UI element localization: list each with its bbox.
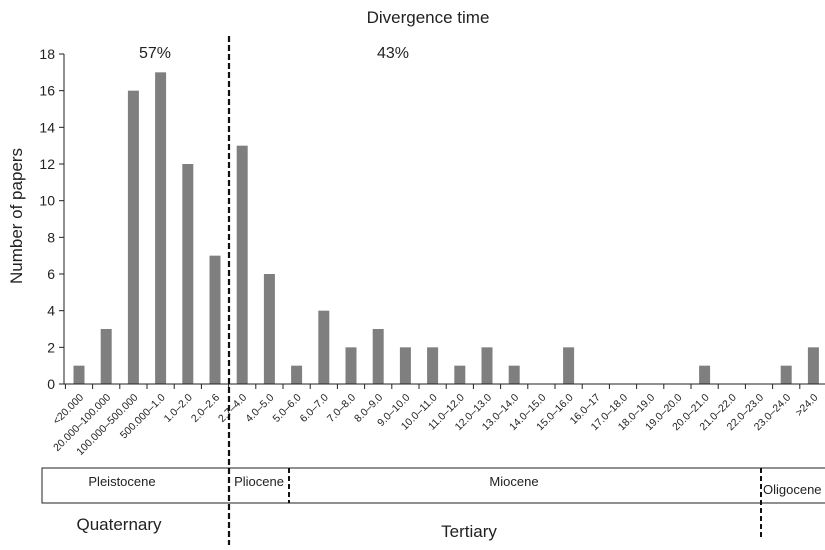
bar xyxy=(345,347,357,384)
epoch-label-oligocene: Oligocene xyxy=(763,482,822,497)
bar xyxy=(236,145,248,384)
bar xyxy=(807,347,819,384)
bar xyxy=(780,365,792,384)
y-tick-label: 6 xyxy=(47,266,55,282)
x-tick-label: 7.0–8.0 xyxy=(325,392,358,425)
bar xyxy=(372,329,384,384)
epoch-label-pleistocene: Pleistocene xyxy=(88,474,155,489)
percent-right-annotation: 43% xyxy=(377,45,409,62)
period-label-tertiary: Tertiary xyxy=(441,522,497,541)
y-tick-label: 16 xyxy=(39,83,55,99)
y-tick-label: 18 xyxy=(39,46,55,62)
x-tick-label: 6.0–7.0 xyxy=(298,392,331,425)
y-ticks: 0 2 4 6 8 10 12 14 16 18 xyxy=(39,46,64,392)
y-tick-label: 10 xyxy=(39,193,55,209)
bar xyxy=(454,365,466,384)
bar xyxy=(73,365,85,384)
chart-title: Divergence time xyxy=(367,8,490,27)
bars-layer xyxy=(73,72,819,385)
x-tick-label: >24.0 xyxy=(793,392,820,419)
x-tick-label: 2.7–4.0 xyxy=(216,392,249,425)
bar xyxy=(263,274,275,384)
bar xyxy=(318,310,330,384)
geologic-timescale: Pleistocene Pliocene Miocene Oligocene Q… xyxy=(41,36,825,545)
period-label-quaternary: Quaternary xyxy=(76,515,162,534)
y-tick-label: 0 xyxy=(47,376,55,392)
bar xyxy=(481,347,493,384)
y-tick-label: 8 xyxy=(47,229,55,245)
bar xyxy=(291,365,303,384)
y-tick-label: 12 xyxy=(39,156,55,172)
x-tick-label: 1.0–2.0 xyxy=(162,392,195,425)
y-axis-label: Number of papers xyxy=(7,148,26,284)
bar xyxy=(399,347,411,384)
bar xyxy=(508,365,520,384)
y-tick-label: 14 xyxy=(39,119,55,135)
bar xyxy=(563,347,575,384)
bar xyxy=(427,347,439,384)
axes-layer xyxy=(63,54,825,385)
x-tick-label: 2.0–2.6 xyxy=(189,392,222,425)
epoch-box xyxy=(41,467,825,504)
x-tick-label: 4.0–5.0 xyxy=(243,392,276,425)
bar xyxy=(209,255,221,384)
bar xyxy=(127,90,139,385)
epoch-label-pliocene: Pliocene xyxy=(234,474,284,489)
percent-left-annotation: 57% xyxy=(139,45,171,62)
x-tick-label: 5.0–6.0 xyxy=(270,392,303,425)
bar xyxy=(182,164,194,384)
bar xyxy=(699,365,711,384)
y-tick-label: 4 xyxy=(47,303,55,319)
x-ticks: <20.00020.000–100.000100.000–500.000500.… xyxy=(51,384,821,458)
y-tick-label: 2 xyxy=(47,339,55,355)
epoch-label-miocene: Miocene xyxy=(489,474,538,489)
bar xyxy=(155,72,167,384)
bar xyxy=(100,329,112,384)
